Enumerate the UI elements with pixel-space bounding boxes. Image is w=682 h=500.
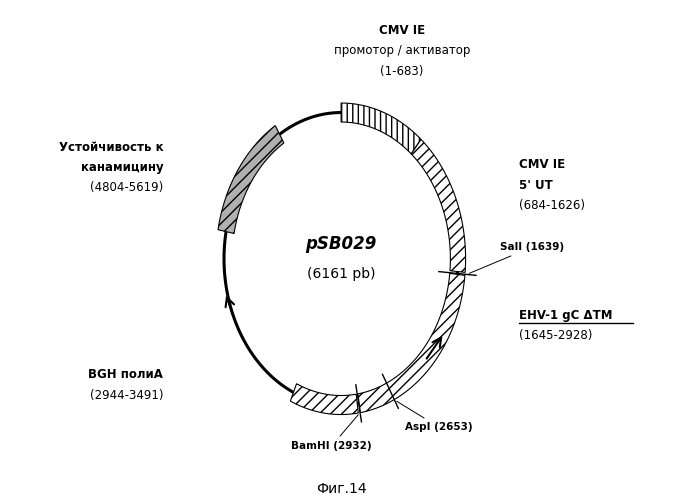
Polygon shape xyxy=(218,126,284,234)
Text: промотор / активатор: промотор / активатор xyxy=(333,44,470,57)
Polygon shape xyxy=(341,103,421,154)
Text: EHV-1 gC ΔTM: EHV-1 gC ΔTM xyxy=(519,308,612,322)
Text: (1-683): (1-683) xyxy=(380,64,424,78)
Text: (4804-5619): (4804-5619) xyxy=(90,182,163,194)
Text: канамицину: канамицину xyxy=(80,161,163,174)
Text: BGH полиА: BGH полиА xyxy=(88,368,163,382)
Text: CMV IE: CMV IE xyxy=(379,24,425,36)
Polygon shape xyxy=(291,384,358,414)
Text: 5' UT: 5' UT xyxy=(519,178,552,192)
Polygon shape xyxy=(358,274,465,412)
Text: CMV IE: CMV IE xyxy=(519,158,565,171)
Text: pSB029: pSB029 xyxy=(306,234,376,252)
Text: AspI (2653): AspI (2653) xyxy=(397,402,473,432)
Text: BamHI (2932): BamHI (2932) xyxy=(291,414,372,451)
Text: Устойчивость к: Устойчивость к xyxy=(59,140,163,153)
Text: (1645-2928): (1645-2928) xyxy=(519,329,592,342)
Text: Фиг.14: Фиг.14 xyxy=(316,482,366,496)
Polygon shape xyxy=(411,140,466,272)
Text: (2944-3491): (2944-3491) xyxy=(89,389,163,402)
Text: (684-1626): (684-1626) xyxy=(519,199,585,212)
Text: SalI (1639): SalI (1639) xyxy=(469,242,564,274)
Text: (6161 pb): (6161 pb) xyxy=(307,267,375,281)
